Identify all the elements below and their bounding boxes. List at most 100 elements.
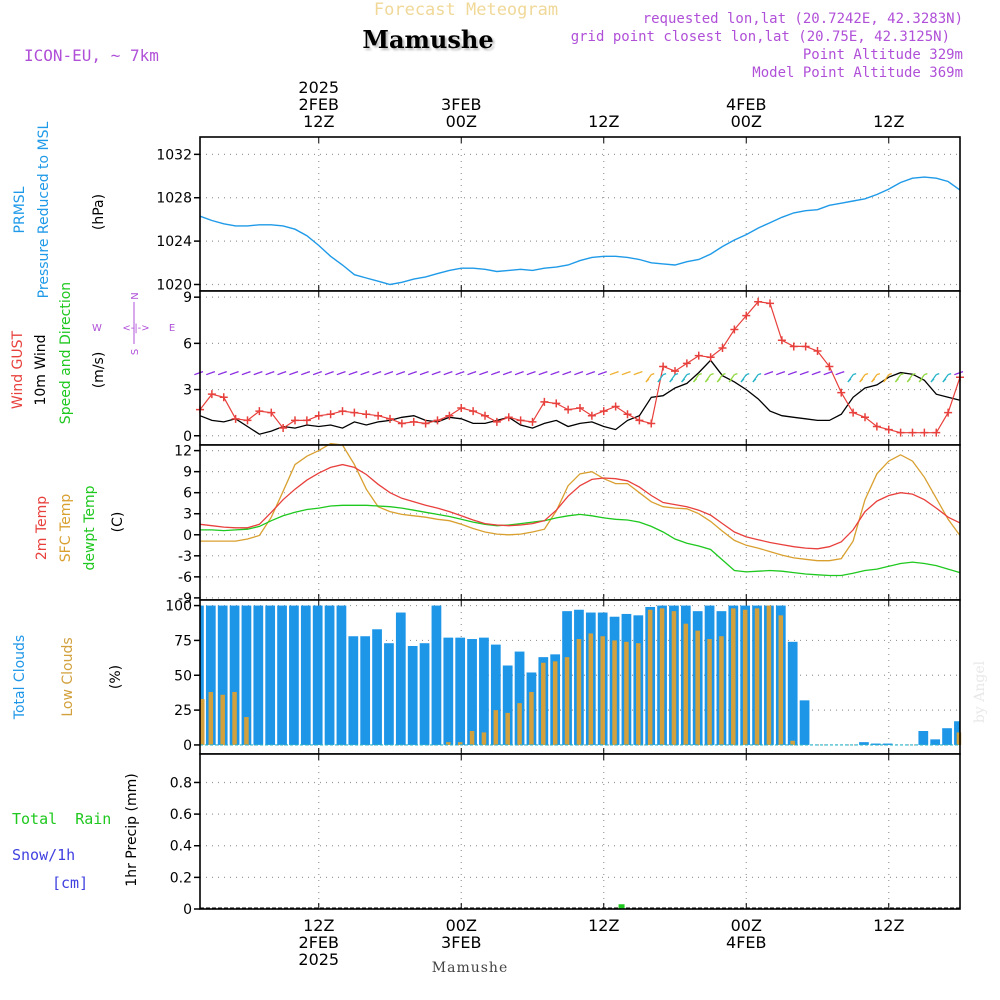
bottom-time-label: 12Z [873, 916, 904, 935]
wind-barb-tail [639, 371, 643, 374]
total-cloud-bar [300, 605, 311, 745]
gust-marker [789, 342, 798, 351]
wind-barb [253, 372, 260, 376]
wind-barb-tail [947, 373, 952, 376]
gust-marker [872, 422, 881, 431]
wind-barb [609, 372, 616, 376]
total-cloud-bar [930, 739, 941, 745]
wind-barb-head [704, 378, 709, 383]
total-cloud-bar [502, 665, 513, 745]
gust-marker [635, 416, 644, 425]
bottom-time-label: 00Z [446, 916, 477, 935]
wind-labels: Wind GUST 10m Wind Speed and Direction (… [10, 282, 175, 424]
wind-barb-tail [662, 373, 667, 376]
gust-marker [587, 411, 596, 420]
t2m-line [199, 463, 961, 550]
wind-barb-tail [591, 371, 596, 374]
wind-barb-head [871, 378, 876, 383]
gust-marker [362, 410, 371, 419]
wind-barb-tail [366, 371, 370, 374]
gust-marker [504, 413, 513, 422]
temp-ytick-label: -6 [178, 570, 192, 586]
gust-marker [326, 410, 335, 419]
gust-marker [766, 299, 774, 308]
wind-barb [455, 372, 462, 376]
gust-marker [896, 428, 905, 437]
wind-barb-tail [686, 373, 691, 376]
wind-barb-tail [936, 373, 940, 376]
wind-ytick-label: 9 [183, 290, 192, 306]
total-cloud-bar [205, 605, 216, 745]
wind-barb [217, 372, 224, 376]
gust-marker [445, 411, 454, 420]
wind-barb-head [930, 378, 935, 383]
low-cloud-bar [624, 641, 629, 745]
gust-marker [647, 419, 656, 428]
wind-barb-tail [781, 371, 786, 374]
wind-barb-tail [769, 371, 774, 374]
wind-barb [811, 372, 818, 376]
total-cloud-bar [312, 605, 323, 745]
gust-marker [682, 359, 691, 368]
gust-marker [801, 342, 810, 351]
wind-barb [407, 372, 414, 376]
wind-dir-label: Speed and Direction [58, 282, 74, 424]
wind-barb [419, 372, 426, 376]
top-time-label: 00Z [446, 112, 477, 131]
temp-ytick-label: 12 [174, 444, 192, 460]
top-time-axis: 20252FEB12Z3FEB00Z12Z4FEB00Z12Z5FEB00Z [298, 78, 904, 131]
wind-barb-tail [876, 373, 881, 376]
clouds-ytick-label: 0 [183, 738, 192, 754]
temp-ytick-label: 0 [183, 528, 192, 544]
total-cloud-bar [799, 700, 810, 745]
wind-barb-head [740, 378, 745, 383]
model-label: ICON-EU, ~ 7km [24, 46, 159, 65]
wind-barb-tail [817, 371, 821, 374]
wind-barb-head [847, 378, 852, 383]
wind-barb [396, 372, 403, 376]
pressure-panel: 1020 1024 1028 1032 [156, 136, 961, 293]
low-cloud-bar [446, 742, 451, 745]
totalcloud-label: Total Clouds [12, 635, 28, 720]
wind-barb [324, 372, 331, 376]
dewpt-label: dewpt Temp [82, 485, 98, 570]
total-cloud-bar [324, 605, 335, 745]
temp-unit: (C) [110, 512, 126, 533]
sfc-label: SFC Temp [58, 494, 74, 563]
wind-barb [633, 372, 640, 376]
low-cloud-bar [766, 605, 772, 745]
wind-barb [764, 372, 771, 376]
wind-barb [787, 372, 794, 376]
pressure-grid: 1020 1024 1028 1032 [156, 137, 960, 293]
low-cloud-bar [636, 643, 641, 745]
wind-panel: 0 3 6 9 [183, 290, 964, 446]
low-cloud-bar [232, 691, 237, 745]
low-cloud-bar [469, 731, 475, 745]
wind-barb-tail [342, 371, 346, 374]
gust-marker [706, 353, 715, 362]
wind-barb-tail [579, 371, 584, 374]
temp-ytick-label: 6 [183, 486, 192, 502]
bottom-time-label: 3FEB [441, 933, 481, 952]
bottom-time-label: 12Z [303, 916, 334, 935]
wind-barb [597, 372, 604, 376]
low-cloud-bar [683, 623, 689, 745]
low-cloud-bar [707, 639, 712, 745]
gust-marker [576, 404, 584, 413]
total-cloud-bar [918, 731, 929, 745]
wind-barb [621, 372, 628, 376]
gust-marker [671, 367, 679, 376]
wind-barb-tail [841, 371, 845, 374]
wind-barb [514, 372, 521, 376]
low-cloud-bar [671, 611, 677, 745]
wind-barb-tail [318, 371, 322, 374]
total-cloud-bar [514, 651, 525, 745]
gust-marker [469, 407, 478, 416]
gust-marker [837, 388, 846, 397]
wind-barb [241, 372, 248, 376]
total-cloud-bar [277, 605, 287, 745]
total-cloud-bar [443, 637, 454, 745]
wind-ytick-label: 3 [183, 383, 192, 399]
gust-marker [374, 411, 383, 420]
